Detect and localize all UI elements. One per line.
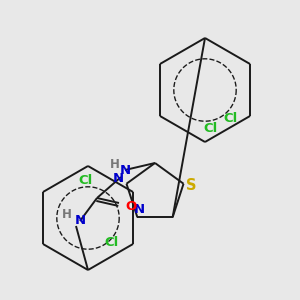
Text: S: S <box>186 178 197 193</box>
Text: O: O <box>125 200 136 212</box>
Text: N: N <box>134 203 145 216</box>
Text: Cl: Cl <box>203 122 217 136</box>
Text: Cl: Cl <box>104 236 118 248</box>
Text: H: H <box>110 158 120 172</box>
Text: Cl: Cl <box>79 173 93 187</box>
Text: N: N <box>74 214 86 227</box>
Text: Cl: Cl <box>223 112 237 124</box>
Text: N: N <box>119 164 130 176</box>
Text: H: H <box>62 208 72 220</box>
Text: N: N <box>113 172 124 185</box>
